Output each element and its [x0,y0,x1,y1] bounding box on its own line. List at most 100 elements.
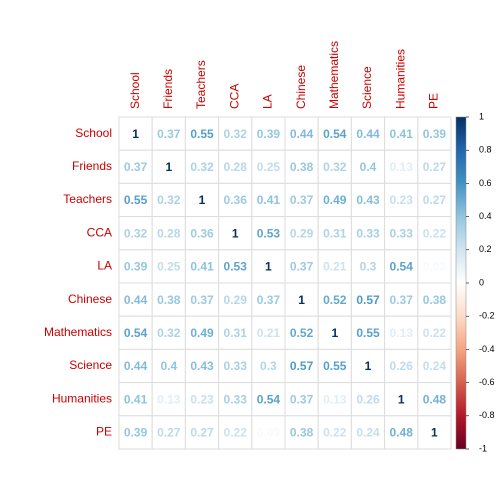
cell-value: 1 [232,226,239,240]
cell-value: 0.28 [157,226,181,240]
cell [118,382,153,417]
cell [151,182,186,218]
cell [417,415,452,450]
cell-value: 0.57 [290,359,314,373]
cell-value: 0.32 [224,127,248,141]
cell-value: 0.39 [257,127,281,141]
cell-value: 0.53 [224,260,248,274]
cell [317,382,352,417]
cell-value: 0.36 [190,226,214,240]
cell [118,216,153,251]
cell-value: 0.57 [356,293,380,307]
column-label: Mathematics [327,41,341,109]
cell [350,348,386,384]
cell [151,348,186,384]
cell [317,348,352,384]
cell-value: 0.13 [157,392,181,406]
cell-value: 0.41 [257,193,281,207]
cell-value: 0.49 [323,193,347,207]
cell [350,415,386,450]
cell-value: 0.48 [390,426,414,440]
cell-value: 0.24 [356,426,380,440]
cell [284,415,319,450]
cell-value: 0.29 [290,226,314,240]
cell-value: 0.41 [190,260,214,274]
cell-value: 0.33 [224,359,248,373]
cell-value: 0.32 [323,160,347,174]
cell-value: 0.13 [323,392,347,406]
cell-value: 0.4 [160,359,177,373]
cell-value: 0.3 [360,260,377,274]
cell [350,315,386,350]
cell [284,149,319,184]
column-label: LA [261,94,275,109]
column-label: Chinese [294,65,308,109]
cell-value: 0.53 [257,226,281,240]
colorbar-tick-label: 0.8 [479,145,492,155]
cell [317,415,352,450]
cell [118,415,153,450]
cell-value: 0.22 [423,326,447,340]
row-label: School [75,126,112,140]
cell [251,415,286,450]
cell-value: 0.44 [124,293,148,307]
cell [118,116,153,151]
cell [417,382,452,417]
cell [184,348,220,384]
cell [251,348,286,384]
colorbar-tick-label: 1 [479,111,484,121]
cell-value: 0.54 [323,127,347,141]
cell-value: 0.31 [323,226,347,240]
cell-value: 0.22 [224,426,248,440]
cell-value: 0.23 [390,193,414,207]
cell [384,282,419,317]
cell-value: 0.37 [290,260,314,274]
cell [218,415,253,450]
cell-value: 0.44 [290,127,314,141]
cell [251,282,286,317]
cell-value: 1 [431,426,438,440]
cell-value: 1 [132,127,139,141]
cell [184,415,220,450]
cell-value: 0.26 [356,392,380,406]
cell [317,216,352,251]
cell-value: 0.54 [124,326,148,340]
cell [151,149,186,184]
cell [151,382,186,417]
colorbar-tick-label: -0.6 [479,377,495,387]
cell-value: 0.13 [390,326,414,340]
cell-value: 0.33 [356,226,380,240]
cell [417,249,452,284]
cell [417,182,452,218]
cell [417,348,452,384]
cell [284,216,319,251]
cell [350,249,386,284]
row-label: Mathematics [44,325,112,339]
cell [251,249,286,284]
column-label: Friends [161,69,175,109]
cell [151,116,186,151]
row-label: CCA [87,225,112,239]
cell-value: 0.27 [423,193,447,207]
row-label: LA [97,259,112,273]
cell-value: 1 [331,326,338,340]
cell-value: 0.43 [190,359,214,373]
cell-value: 0.22 [423,226,447,240]
column-label: CCA [227,84,241,109]
cell-value: 0.55 [190,127,214,141]
cell-value: 0.54 [390,260,414,274]
cell [218,348,253,384]
cell-value: 0.26 [390,359,414,373]
cell [317,149,352,184]
cell [284,116,319,151]
cell [417,149,452,184]
cell [118,282,153,317]
cell-value: 0.38 [157,293,181,307]
colorbar-tick-label: 0.4 [479,211,492,221]
column-label: School [128,72,142,109]
cell-value: 0.3 [260,359,277,373]
cell-value: 0.43 [356,193,380,207]
colorbar-tick-label: -0.2 [479,311,495,321]
